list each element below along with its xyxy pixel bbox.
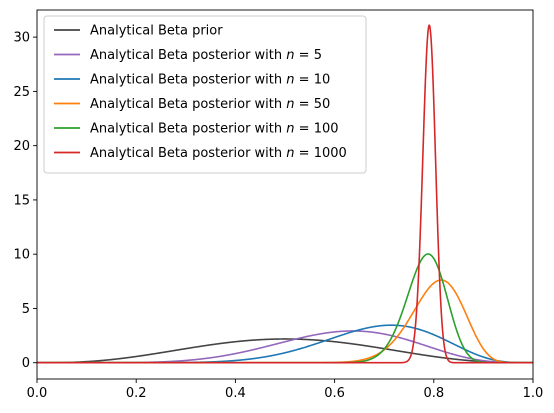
legend-equals: = xyxy=(295,97,314,112)
legend-n-symbol: n xyxy=(286,73,294,88)
legend-n-value: 100 xyxy=(314,122,339,137)
legend-label: Analytical Beta posterior with xyxy=(90,97,286,112)
legend-equals: = xyxy=(295,48,314,63)
legend-label: Analytical Beta posterior with xyxy=(90,122,286,137)
legend-n-value: 1000 xyxy=(314,146,347,161)
legend-label: Analytical Beta posterior with xyxy=(90,73,286,88)
legend: Analytical Beta prior Analytical Beta pos… xyxy=(43,15,367,174)
x-tick-label: 0.6 xyxy=(324,386,345,401)
legend-entry-2: Analytical Beta posterior with n = 10 xyxy=(90,73,330,88)
legend-entry-0: Analytical Beta prior xyxy=(90,24,223,39)
x-tick-label: 0.8 xyxy=(423,386,444,401)
y-tick-label: 10 xyxy=(13,248,30,263)
legend-entry-4: Analytical Beta posterior with n = 100 xyxy=(90,122,339,137)
x-tick-label: 0.4 xyxy=(225,386,246,401)
legend-n-value: 10 xyxy=(314,73,331,88)
series-curves xyxy=(37,24,533,364)
y-tick-label: 20 xyxy=(13,139,30,154)
legend-label: Analytical Beta posterior with xyxy=(90,48,286,63)
legend-n-symbol: n xyxy=(286,146,294,161)
legend-label: Analytical Beta prior xyxy=(90,24,223,39)
axes: 0.0 0.2 0.4 0.6 0.8 1.0 0 5 10 15 20 25 30 xyxy=(13,9,544,401)
series-line-0 xyxy=(37,338,533,364)
legend-equals: = xyxy=(295,146,314,161)
y-tick-label: 30 xyxy=(13,31,30,46)
legend-label: Analytical Beta posterior with xyxy=(90,146,286,161)
legend-n-symbol: n xyxy=(286,97,294,112)
legend-entry-5: Analytical Beta posterior with n = 1000 xyxy=(90,146,347,161)
legend-n-value: 5 xyxy=(314,48,322,63)
legend-entry-1: Analytical Beta posterior with n = 5 xyxy=(90,48,322,63)
legend-entry-3: Analytical Beta posterior with n = 50 xyxy=(90,97,330,112)
x-tick-label: 0.2 xyxy=(126,386,147,401)
legend-equals: = xyxy=(295,73,314,88)
x-tick-label: 0.0 xyxy=(27,386,48,401)
x-tick-label: 1.0 xyxy=(523,386,544,401)
y-tick-label: 5 xyxy=(22,302,30,317)
y-tick-label: 0 xyxy=(22,356,30,371)
legend-n-value: 50 xyxy=(314,97,331,112)
plot-frame xyxy=(36,9,534,380)
y-tick-label: 25 xyxy=(13,85,30,100)
series-line-5 xyxy=(37,24,533,364)
legend-equals: = xyxy=(295,122,314,137)
legend-n-symbol: n xyxy=(286,48,294,63)
legend-box xyxy=(43,15,367,174)
y-tick-label: 15 xyxy=(13,193,30,208)
legend-n-symbol: n xyxy=(286,122,294,137)
